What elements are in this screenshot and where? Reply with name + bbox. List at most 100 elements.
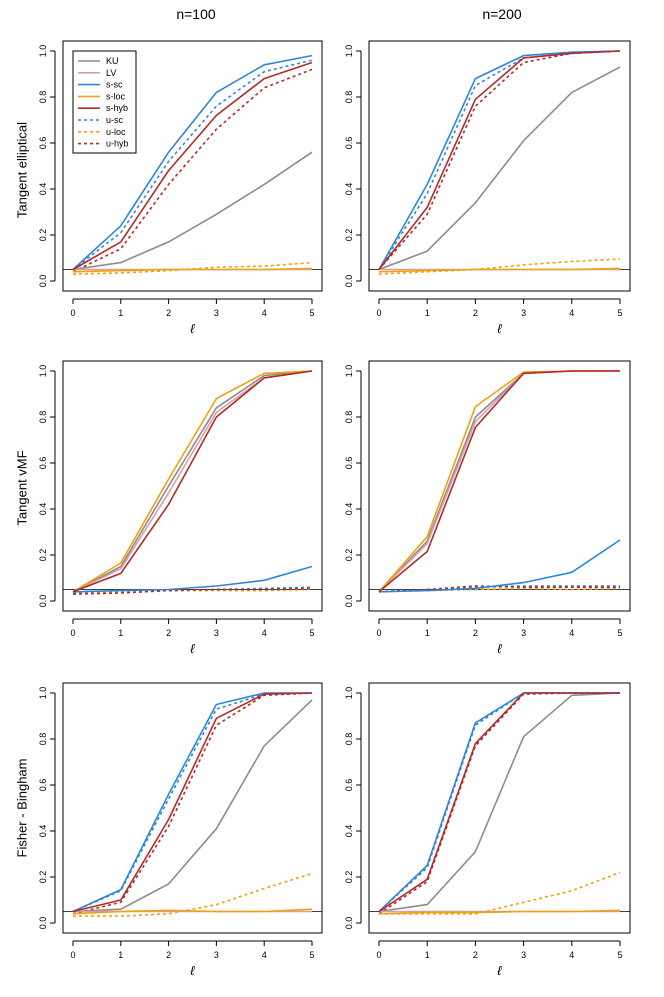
x-tick-label: 1: [425, 308, 430, 318]
plot-frame: [62, 682, 323, 934]
x-axis-label: ℓ: [497, 321, 502, 336]
series-line-u-hyb: [378, 692, 620, 915]
x-tick-label: 4: [262, 308, 267, 318]
series-line-u-hyb: [72, 68, 313, 273]
series-line-LV: [72, 370, 313, 593]
series-line-u-loc: [379, 871, 621, 915]
x-tick-label: 1: [425, 628, 430, 638]
legend-label-u-sc: u-sc: [106, 115, 124, 125]
legend: KU LV s-scs-loc s-hyb u-sc u-loc u-hyb: [72, 50, 137, 154]
x-tick-label: 5: [309, 308, 314, 318]
panel-3: 0 1 2 3 4 5 ℓ 0.0 0.2 0.4 0.6 0.8 1.0: [38, 360, 323, 656]
x-tick-label: 2: [166, 628, 171, 638]
legend-label-s-loc: s-loc: [106, 91, 126, 101]
y-tick-label: 0.8: [344, 733, 354, 746]
plot-frame: [62, 360, 323, 612]
y-tick-label: 0.8: [38, 91, 48, 104]
series-line-u-loc: [73, 588, 313, 593]
series-line-s-loc: [72, 370, 313, 593]
series-line-KU: [378, 692, 621, 913]
y-tick-label: 0.6: [344, 137, 354, 150]
series-line-u-loc: [378, 258, 621, 275]
panel-4: 0 1 2 3 4 5 ℓ 0.0 0.2 0.4 0.6 0.8 1.0: [344, 360, 631, 656]
y-tick-label: 0.8: [344, 91, 354, 104]
series-line-u-hyb: [72, 587, 313, 595]
x-tick-label: 3: [214, 950, 219, 960]
y-tick-label: 0.4: [38, 183, 48, 196]
x-tick-label: 5: [309, 628, 314, 638]
series-line-KU: [72, 370, 313, 593]
series-line-s-sc: [378, 50, 621, 270]
series-line-s-loc: [72, 267, 313, 273]
y-tick-label: 0.6: [38, 137, 48, 150]
x-tick-label: 4: [569, 308, 574, 318]
y-tick-label: 0.2: [344, 229, 354, 242]
series-line-u-hyb: [378, 585, 620, 593]
legend-label-LV: LV: [106, 68, 116, 78]
y-tick-label: 1.0: [344, 365, 354, 378]
x-tick-label: 5: [617, 308, 622, 318]
series-line-s-hyb: [72, 370, 313, 593]
y-tick-label: 0.4: [344, 825, 354, 838]
plot-frame: [368, 360, 631, 612]
series-line-s-loc: [378, 909, 621, 915]
y-tick-label: 1.0: [344, 687, 354, 700]
y-tick-label: 0.0: [344, 917, 354, 930]
x-tick-label: 1: [425, 950, 430, 960]
y-tick-label: 1.0: [344, 45, 354, 58]
y-tick-label: 0.4: [38, 825, 48, 838]
legend-label-s-hyb: s-hyb: [106, 103, 128, 113]
x-tick-label: 2: [473, 950, 478, 960]
x-tick-label: 5: [309, 950, 314, 960]
panel-6: 0 1 2 3 4 5 ℓ 0.0 0.2 0.4 0.6 0.8 1.0: [344, 682, 631, 978]
legend-label-s-sc: s-sc: [106, 80, 123, 90]
x-tick-label: 2: [473, 308, 478, 318]
x-axis-label: ℓ: [190, 321, 195, 336]
x-tick-label: 0: [376, 628, 381, 638]
series-line-s-sc: [378, 539, 621, 593]
x-tick-label: 0: [70, 308, 75, 318]
y-tick-label: 0.2: [344, 549, 354, 562]
x-axis-label: ℓ: [497, 963, 502, 978]
series-line-u-sc: [72, 59, 313, 271]
x-tick-label: 3: [521, 950, 526, 960]
series-line-u-sc: [72, 586, 313, 594]
series-line-u-sc: [378, 692, 620, 913]
x-tick-label: 2: [473, 628, 478, 638]
x-tick-label: 4: [569, 950, 574, 960]
series-line-KU: [72, 151, 313, 271]
plot-frame: [62, 40, 323, 292]
panel-1: 0 1 2 3 4 5 ℓ 0.0 0.2 0.4 0.6 0.8 1.0 KU LV s-scs-loc s-…: [38, 40, 323, 336]
x-axis-label: ℓ: [190, 963, 195, 978]
y-tick-label: 0.6: [344, 457, 354, 470]
series-line-KU: [378, 370, 620, 593]
x-tick-label: 1: [118, 308, 123, 318]
series-line-s-hyb: [378, 692, 620, 913]
series-line-s-hyb: [72, 61, 313, 271]
legend-label-u-hyb: u-hyb: [106, 139, 129, 149]
y-tick-label: 0.2: [38, 549, 48, 562]
series-line-u-hyb: [72, 692, 313, 915]
plot-frame: [368, 682, 631, 934]
x-tick-label: 3: [214, 628, 219, 638]
panel-2: 0 1 2 3 4 5 ℓ 0.0 0.2 0.4 0.6 0.8 1.0: [344, 40, 631, 336]
y-tick-label: 0.4: [38, 503, 48, 516]
y-tick-label: 0.2: [344, 871, 354, 884]
series-line-u-loc: [378, 587, 621, 593]
series-line-u-loc: [72, 261, 313, 275]
series-line-LV: [378, 370, 620, 593]
y-tick-label: 1.0: [38, 687, 48, 700]
series-line-s-hyb: [378, 370, 620, 593]
x-tick-label: 0: [376, 950, 381, 960]
x-tick-label: 5: [617, 950, 622, 960]
y-tick-label: 0.8: [38, 733, 48, 746]
series-line-s-hyb: [72, 692, 313, 913]
series-line-u-hyb: [378, 50, 621, 271]
x-tick-label: 3: [521, 308, 526, 318]
column-title-n100: n=100: [176, 6, 216, 22]
y-tick-label: 0.2: [38, 229, 48, 242]
x-tick-label: 5: [617, 628, 622, 638]
series-line-s-sc: [72, 565, 313, 593]
